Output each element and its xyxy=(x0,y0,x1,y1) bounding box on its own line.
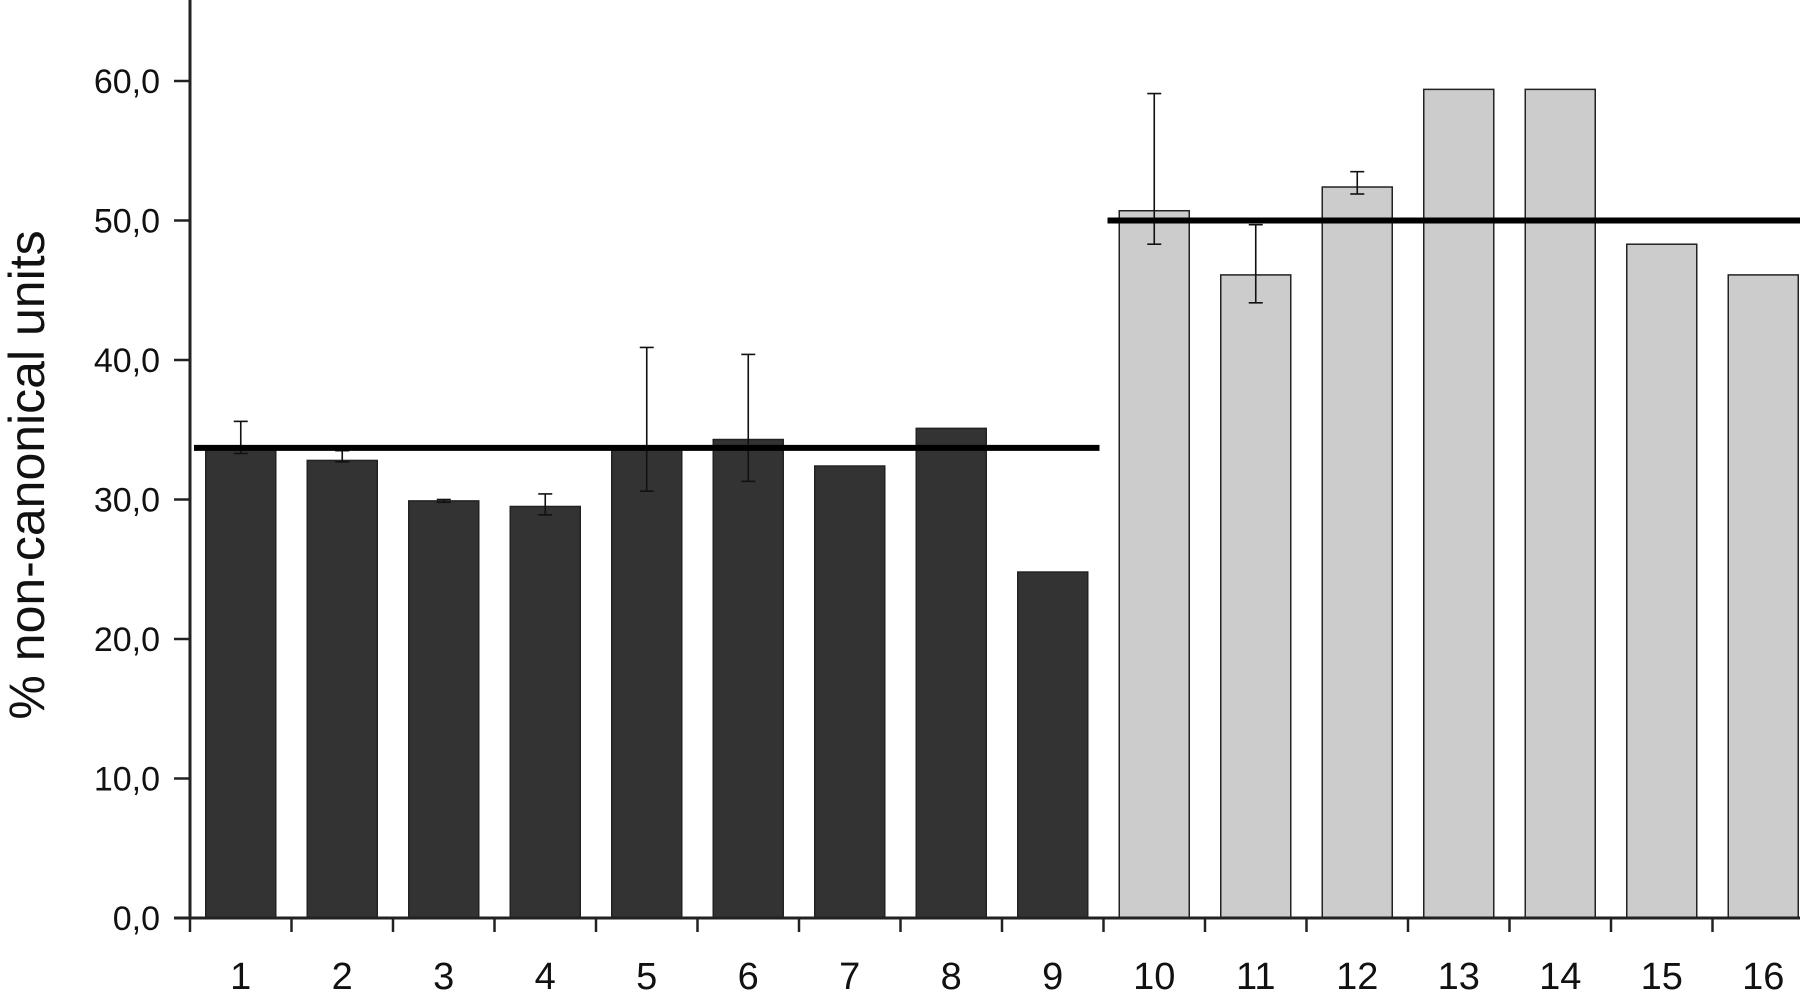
bar-1 xyxy=(205,445,277,919)
x-tick-label-15: 15 xyxy=(1641,956,1683,995)
x-tick-label-14: 14 xyxy=(1539,956,1581,995)
x-tick-label-1: 1 xyxy=(230,956,251,995)
x-tick-label-2: 2 xyxy=(332,956,353,995)
x-tick-label-13: 13 xyxy=(1438,956,1480,995)
bar-3 xyxy=(408,500,480,919)
bars-layer xyxy=(205,88,1799,919)
bar-12 xyxy=(1321,186,1393,919)
x-tick-label-6: 6 xyxy=(738,956,759,995)
error-bars-layer xyxy=(233,92,1365,516)
bar-11 xyxy=(1220,274,1292,919)
x-tick-label-7: 7 xyxy=(839,956,860,995)
bar-9 xyxy=(1017,571,1089,919)
x-tick-label-9: 9 xyxy=(1042,956,1063,995)
x-tick-label-10: 10 xyxy=(1133,956,1175,995)
y-axis-title: % non-canonical units xyxy=(0,230,55,719)
bar-14 xyxy=(1524,88,1596,919)
bar-4 xyxy=(509,505,581,919)
bar-16 xyxy=(1727,274,1799,919)
y-tick-label-3: 30,0 xyxy=(94,482,160,520)
bar-8 xyxy=(915,427,987,919)
x-tick-label-16: 16 xyxy=(1742,956,1784,995)
y-tick-label-5: 50,0 xyxy=(94,203,160,241)
y-tick-label-6: 60,0 xyxy=(94,63,160,101)
bar-6 xyxy=(712,438,784,919)
bar-5 xyxy=(611,445,683,919)
y-tick-label-1: 10,0 xyxy=(94,761,160,799)
y-tick-label-4: 40,0 xyxy=(94,342,160,380)
axes-layer xyxy=(174,0,1800,920)
bar-7 xyxy=(814,465,886,919)
bar-13 xyxy=(1423,88,1495,919)
y-tick-label-0: 0,0 xyxy=(113,900,160,938)
x-tick-label-3: 3 xyxy=(433,956,454,995)
bar-10 xyxy=(1118,209,1190,919)
x-tick-label-12: 12 xyxy=(1336,956,1378,995)
group-means-layer xyxy=(194,217,1800,451)
x-tick-label-11: 11 xyxy=(1236,956,1275,995)
y-tick-label-2: 20,0 xyxy=(94,621,160,659)
bar-15 xyxy=(1626,243,1698,919)
x-tick-label-5: 5 xyxy=(636,956,657,995)
bar-2 xyxy=(306,459,378,919)
y-ticks-layer: 0,0 10,0 20,0 30,0 40,0 50,0 60,0 xyxy=(94,63,190,938)
x-tick-label-8: 8 xyxy=(941,956,962,995)
x-ticks-layer: 1 2 3 4 5 6 7 8 9 10 11 12 13 14 15 16 xyxy=(188,918,1784,998)
x-tick-label-4: 4 xyxy=(535,956,556,995)
